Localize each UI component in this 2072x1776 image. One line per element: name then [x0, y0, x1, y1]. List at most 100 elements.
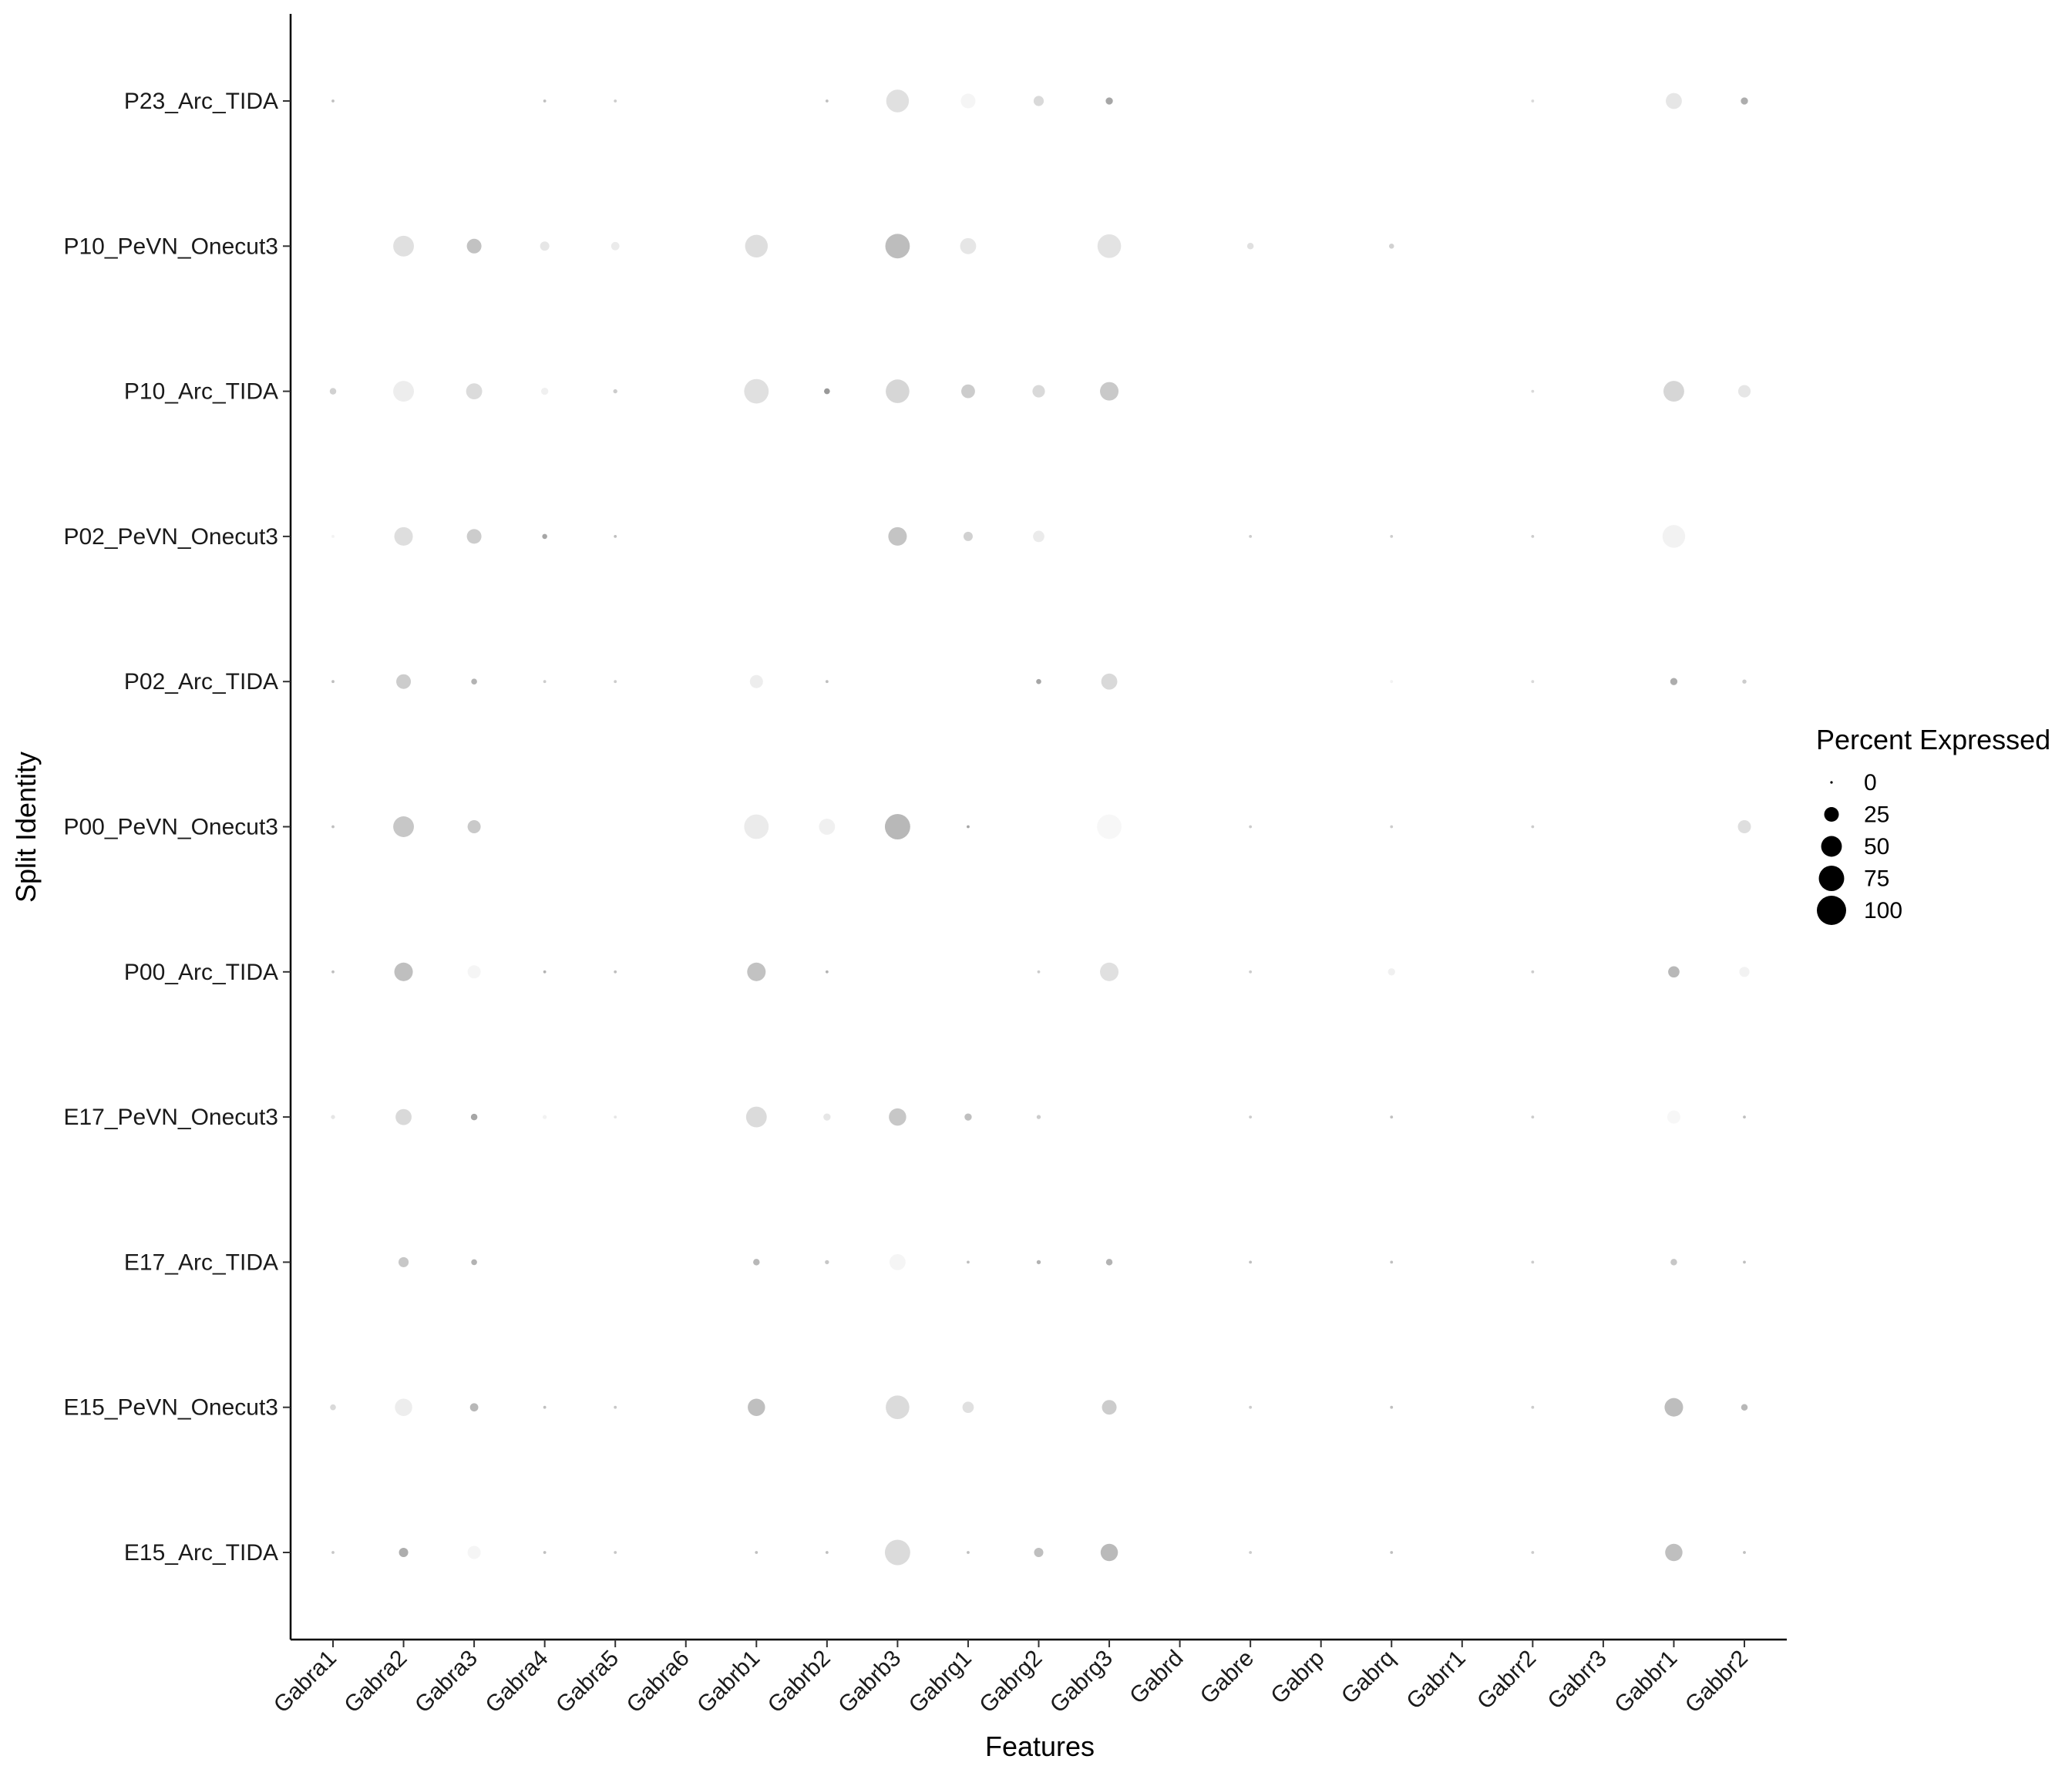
dot-point [748, 1398, 765, 1416]
y-tick-label: P10_Arc_TIDA [124, 379, 278, 405]
dot-point [885, 234, 910, 259]
dot-point [967, 825, 970, 829]
dot-point [1036, 1115, 1041, 1119]
legend-size-key [1817, 896, 1846, 925]
dot-point [1670, 678, 1678, 685]
points-layer [329, 89, 1751, 1566]
dot-point [1667, 1110, 1680, 1124]
dot-point [1390, 825, 1394, 829]
dot-point [1032, 385, 1045, 398]
dot-point [543, 1551, 547, 1554]
dot-point [543, 680, 547, 684]
dot-point [471, 1259, 477, 1266]
dot-point [467, 965, 481, 979]
dot-point [614, 1405, 617, 1409]
dot-point [888, 526, 907, 546]
dot-point [1390, 1115, 1394, 1118]
dot-point [1249, 825, 1253, 829]
dot-point [543, 970, 547, 974]
y-tick-label: E17_PeVN_Onecut3 [63, 1105, 278, 1130]
dot-point [745, 1106, 767, 1128]
dot-point [1531, 970, 1535, 974]
dot-point [1390, 535, 1394, 538]
y-tick-label: P02_Arc_TIDA [124, 669, 278, 695]
dot-point [1100, 1543, 1118, 1562]
dot-point [1666, 92, 1682, 109]
y-tick-label: E17_Arc_TIDA [124, 1250, 278, 1275]
dot-point [395, 1398, 412, 1416]
dot-point [1033, 96, 1044, 106]
dot-point [825, 970, 829, 974]
dot-point [540, 241, 550, 251]
dot-point [1388, 244, 1394, 249]
dot-point [1100, 382, 1119, 401]
dot-point [1670, 1259, 1677, 1266]
dot-point [398, 1256, 409, 1267]
dot-point [394, 526, 413, 546]
dot-point [1531, 680, 1535, 684]
dot-point [884, 1539, 910, 1566]
dot-point [1097, 814, 1122, 839]
dot-point [825, 1551, 829, 1554]
y-tick-labels: P23_Arc_TIDA P10_PeVN_Onecut3 P10_Arc_TIDA… [63, 89, 291, 1566]
dot-point [331, 825, 335, 829]
dot-point [1668, 966, 1680, 978]
dot-point [1531, 1405, 1535, 1409]
dot-point [1664, 1398, 1684, 1417]
dot-point [1531, 1260, 1535, 1264]
legend-label: 50 [1864, 834, 1889, 859]
legend-title: Percent Expressed [1816, 724, 2050, 755]
dot-point [824, 388, 830, 395]
dot-point [744, 814, 769, 839]
dot-point [889, 1108, 906, 1126]
dot-point [1390, 1551, 1394, 1554]
dot-point [961, 384, 975, 399]
dot-point [466, 529, 482, 544]
dot-point [329, 388, 337, 395]
legend-label: 100 [1864, 898, 1902, 923]
dot-point [960, 93, 976, 109]
dot-point [753, 1259, 760, 1266]
dot-point [469, 1403, 479, 1412]
dot-point [331, 1115, 335, 1119]
dot-point [960, 237, 977, 254]
dot-point [396, 674, 412, 689]
dot-point [886, 379, 910, 403]
dot-point [1531, 535, 1535, 538]
dot-point [963, 531, 973, 541]
legend: Percent Expressed 0 25 50 75 100 [1816, 724, 2050, 925]
dot-point [825, 680, 829, 684]
dot-point [614, 99, 617, 103]
dot-point [610, 241, 620, 251]
dot-point [1037, 970, 1041, 974]
dot-point [1036, 1260, 1041, 1265]
dot-point [543, 99, 547, 103]
dot-point [1741, 97, 1748, 105]
dot-point [467, 1546, 481, 1559]
dot-point [1531, 1115, 1535, 1118]
y-tick-label: P10_PeVN_Onecut3 [63, 234, 278, 259]
dot-point [542, 533, 547, 540]
dot-point [395, 1108, 412, 1125]
legend-label: 75 [1864, 866, 1889, 892]
dot-point [1390, 1260, 1394, 1264]
dot-point [819, 819, 836, 835]
dot-point [1249, 1405, 1253, 1409]
y-tick-label: P00_PeVN_Onecut3 [63, 815, 278, 840]
dot-point [1105, 1259, 1113, 1266]
dot-point [1743, 1115, 1746, 1118]
legend-size-key [1818, 866, 1845, 891]
dot-point [614, 535, 617, 538]
dot-point [614, 1115, 617, 1118]
dot-point [331, 680, 335, 684]
dot-point [614, 680, 617, 684]
dot-point [889, 1253, 906, 1270]
legend-label: 25 [1864, 802, 1889, 828]
dot-point [1249, 1115, 1253, 1118]
legend-label: 0 [1864, 770, 1877, 796]
dot-point [825, 99, 829, 103]
y-tick-label: P02_PeVN_Onecut3 [63, 524, 278, 550]
dot-point [1249, 970, 1253, 974]
dot-point [543, 1405, 547, 1409]
legend-items: 0 25 50 75 100 [1817, 770, 1902, 925]
